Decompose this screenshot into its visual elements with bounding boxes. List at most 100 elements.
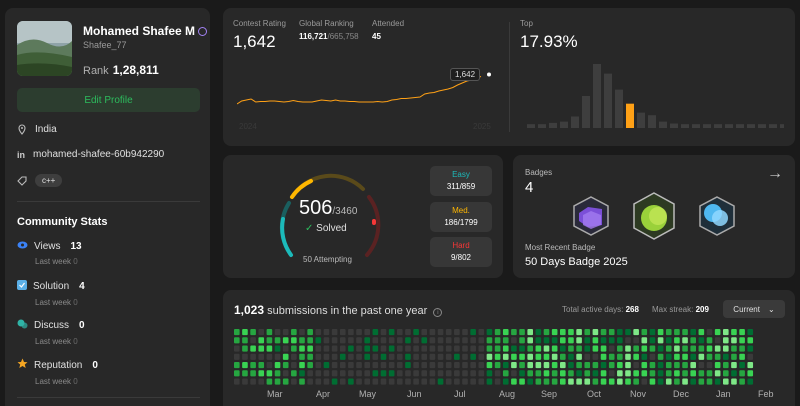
heatmap-cell[interactable] <box>250 329 256 336</box>
heatmap-cell[interactable] <box>307 329 313 336</box>
heatmap-cell[interactable] <box>625 362 631 369</box>
heatmap-cell[interactable] <box>665 362 672 369</box>
heatmap-cell[interactable] <box>494 353 501 360</box>
heatmap-cell[interactable] <box>282 337 289 344</box>
heatmap-cell[interactable] <box>527 378 533 385</box>
heatmap-cell[interactable] <box>568 337 574 344</box>
heatmap-cell[interactable] <box>307 378 313 385</box>
heatmap-cell[interactable] <box>331 378 338 385</box>
heatmap-cell[interactable] <box>413 337 419 344</box>
heatmap-cell[interactable] <box>454 329 460 336</box>
heatmap-cell[interactable] <box>462 370 468 377</box>
heatmap-cell[interactable] <box>364 378 370 385</box>
heatmap-cell[interactable] <box>649 353 656 360</box>
heatmap-cell[interactable] <box>723 362 729 369</box>
heatmap-cell[interactable] <box>535 329 542 336</box>
heatmap-cell[interactable] <box>706 370 713 377</box>
heatmap-cell[interactable] <box>502 353 509 360</box>
heatmap-cell[interactable] <box>478 370 485 377</box>
heatmap-cell[interactable] <box>739 362 745 369</box>
heatmap-cell[interactable] <box>462 353 468 360</box>
heatmap-cell[interactable] <box>356 362 362 369</box>
heatmap-cell[interactable] <box>527 370 533 377</box>
heatmap-cell[interactable] <box>470 329 476 336</box>
heatmap-cell[interactable] <box>339 345 346 352</box>
heatmap-cell[interactable] <box>250 337 256 344</box>
histogram-bar[interactable] <box>571 116 579 128</box>
heatmap-cell[interactable] <box>608 378 615 385</box>
heatmap-cell[interactable] <box>413 353 419 360</box>
heatmap-cell[interactable] <box>576 353 582 360</box>
heatmap-cell[interactable] <box>421 370 428 377</box>
histogram-bar[interactable] <box>626 103 634 128</box>
heatmap-cell[interactable] <box>665 378 672 385</box>
heatmap-cell[interactable] <box>560 329 566 336</box>
heatmap-cell[interactable] <box>511 370 517 377</box>
heatmap-cell[interactable] <box>486 378 493 385</box>
heatmap-cell[interactable] <box>502 329 509 336</box>
heatmap-cell[interactable] <box>266 378 273 385</box>
heatmap-cell[interactable] <box>519 378 525 385</box>
heatmap-cell[interactable] <box>274 345 281 352</box>
heatmap-cell[interactable] <box>429 370 436 377</box>
heatmap-cell[interactable] <box>551 362 558 369</box>
heatmap-cell[interactable] <box>372 345 379 352</box>
heatmap-cell[interactable] <box>657 345 664 352</box>
heatmap-cell[interactable] <box>657 353 664 360</box>
heatmap-cell[interactable] <box>706 362 713 369</box>
heatmap-cell[interactable] <box>714 362 721 369</box>
heatmap-cell[interactable] <box>584 329 591 336</box>
heatmap-cell[interactable] <box>315 329 322 336</box>
heatmap-cell[interactable] <box>397 370 403 377</box>
rating-current-point[interactable] <box>487 72 491 77</box>
heatmap-cell[interactable] <box>234 370 240 377</box>
heatmap-cell[interactable] <box>723 370 729 377</box>
histogram-bar[interactable] <box>582 96 590 128</box>
heatmap-cell[interactable] <box>242 345 248 352</box>
heatmap-cell[interactable] <box>690 370 696 377</box>
heatmap-cell[interactable] <box>502 345 509 352</box>
heatmap-cell[interactable] <box>576 329 582 336</box>
heatmap-cell[interactable] <box>723 329 729 336</box>
heatmap-cell[interactable] <box>690 378 696 385</box>
heatmap-cell[interactable] <box>739 353 745 360</box>
heatmap-cell[interactable] <box>364 370 370 377</box>
heatmap-cell[interactable] <box>706 353 713 360</box>
heatmap-cell[interactable] <box>291 337 297 344</box>
heatmap-cell[interactable] <box>242 370 248 377</box>
histogram-bar[interactable] <box>692 124 700 128</box>
heatmap-cell[interactable] <box>388 329 395 336</box>
heatmap-cell[interactable] <box>682 353 688 360</box>
heatmap-cell[interactable] <box>665 329 672 336</box>
heatmap-cell[interactable] <box>674 337 680 344</box>
heatmap-cell[interactable] <box>470 337 476 344</box>
heatmap-cell[interactable] <box>723 378 729 385</box>
heatmap-cell[interactable] <box>608 337 615 344</box>
heatmap-cell[interactable] <box>478 353 485 360</box>
heatmap-cell[interactable] <box>682 337 688 344</box>
heatmap-cell[interactable] <box>494 378 501 385</box>
heatmap-cell[interactable] <box>494 337 501 344</box>
heatmap-cell[interactable] <box>592 362 599 369</box>
heatmap-cell[interactable] <box>649 345 656 352</box>
heatmap-cell[interactable] <box>364 337 370 344</box>
heatmap-cell[interactable] <box>568 353 574 360</box>
heatmap-cell[interactable] <box>690 329 696 336</box>
heatmap-cell[interactable] <box>437 337 444 344</box>
heatmap-cell[interactable] <box>397 345 403 352</box>
heatmap-cell[interactable] <box>372 353 379 360</box>
heatmap-cell[interactable] <box>551 353 558 360</box>
heatmap-cell[interactable] <box>315 370 322 377</box>
heatmap-cell[interactable] <box>282 370 289 377</box>
heatmap-cell[interactable] <box>462 329 468 336</box>
heatmap-cell[interactable] <box>380 353 387 360</box>
heatmap-cell[interactable] <box>266 370 273 377</box>
heatmap-cell[interactable] <box>250 362 256 369</box>
heatmap-cell[interactable] <box>519 370 525 377</box>
heatmap-cell[interactable] <box>331 362 338 369</box>
heatmap-cell[interactable] <box>331 345 338 352</box>
heatmap-cell[interactable] <box>380 329 387 336</box>
heatmap-cell[interactable] <box>657 337 664 344</box>
heatmap-cell[interactable] <box>405 362 411 369</box>
histogram-bar[interactable] <box>747 124 755 128</box>
